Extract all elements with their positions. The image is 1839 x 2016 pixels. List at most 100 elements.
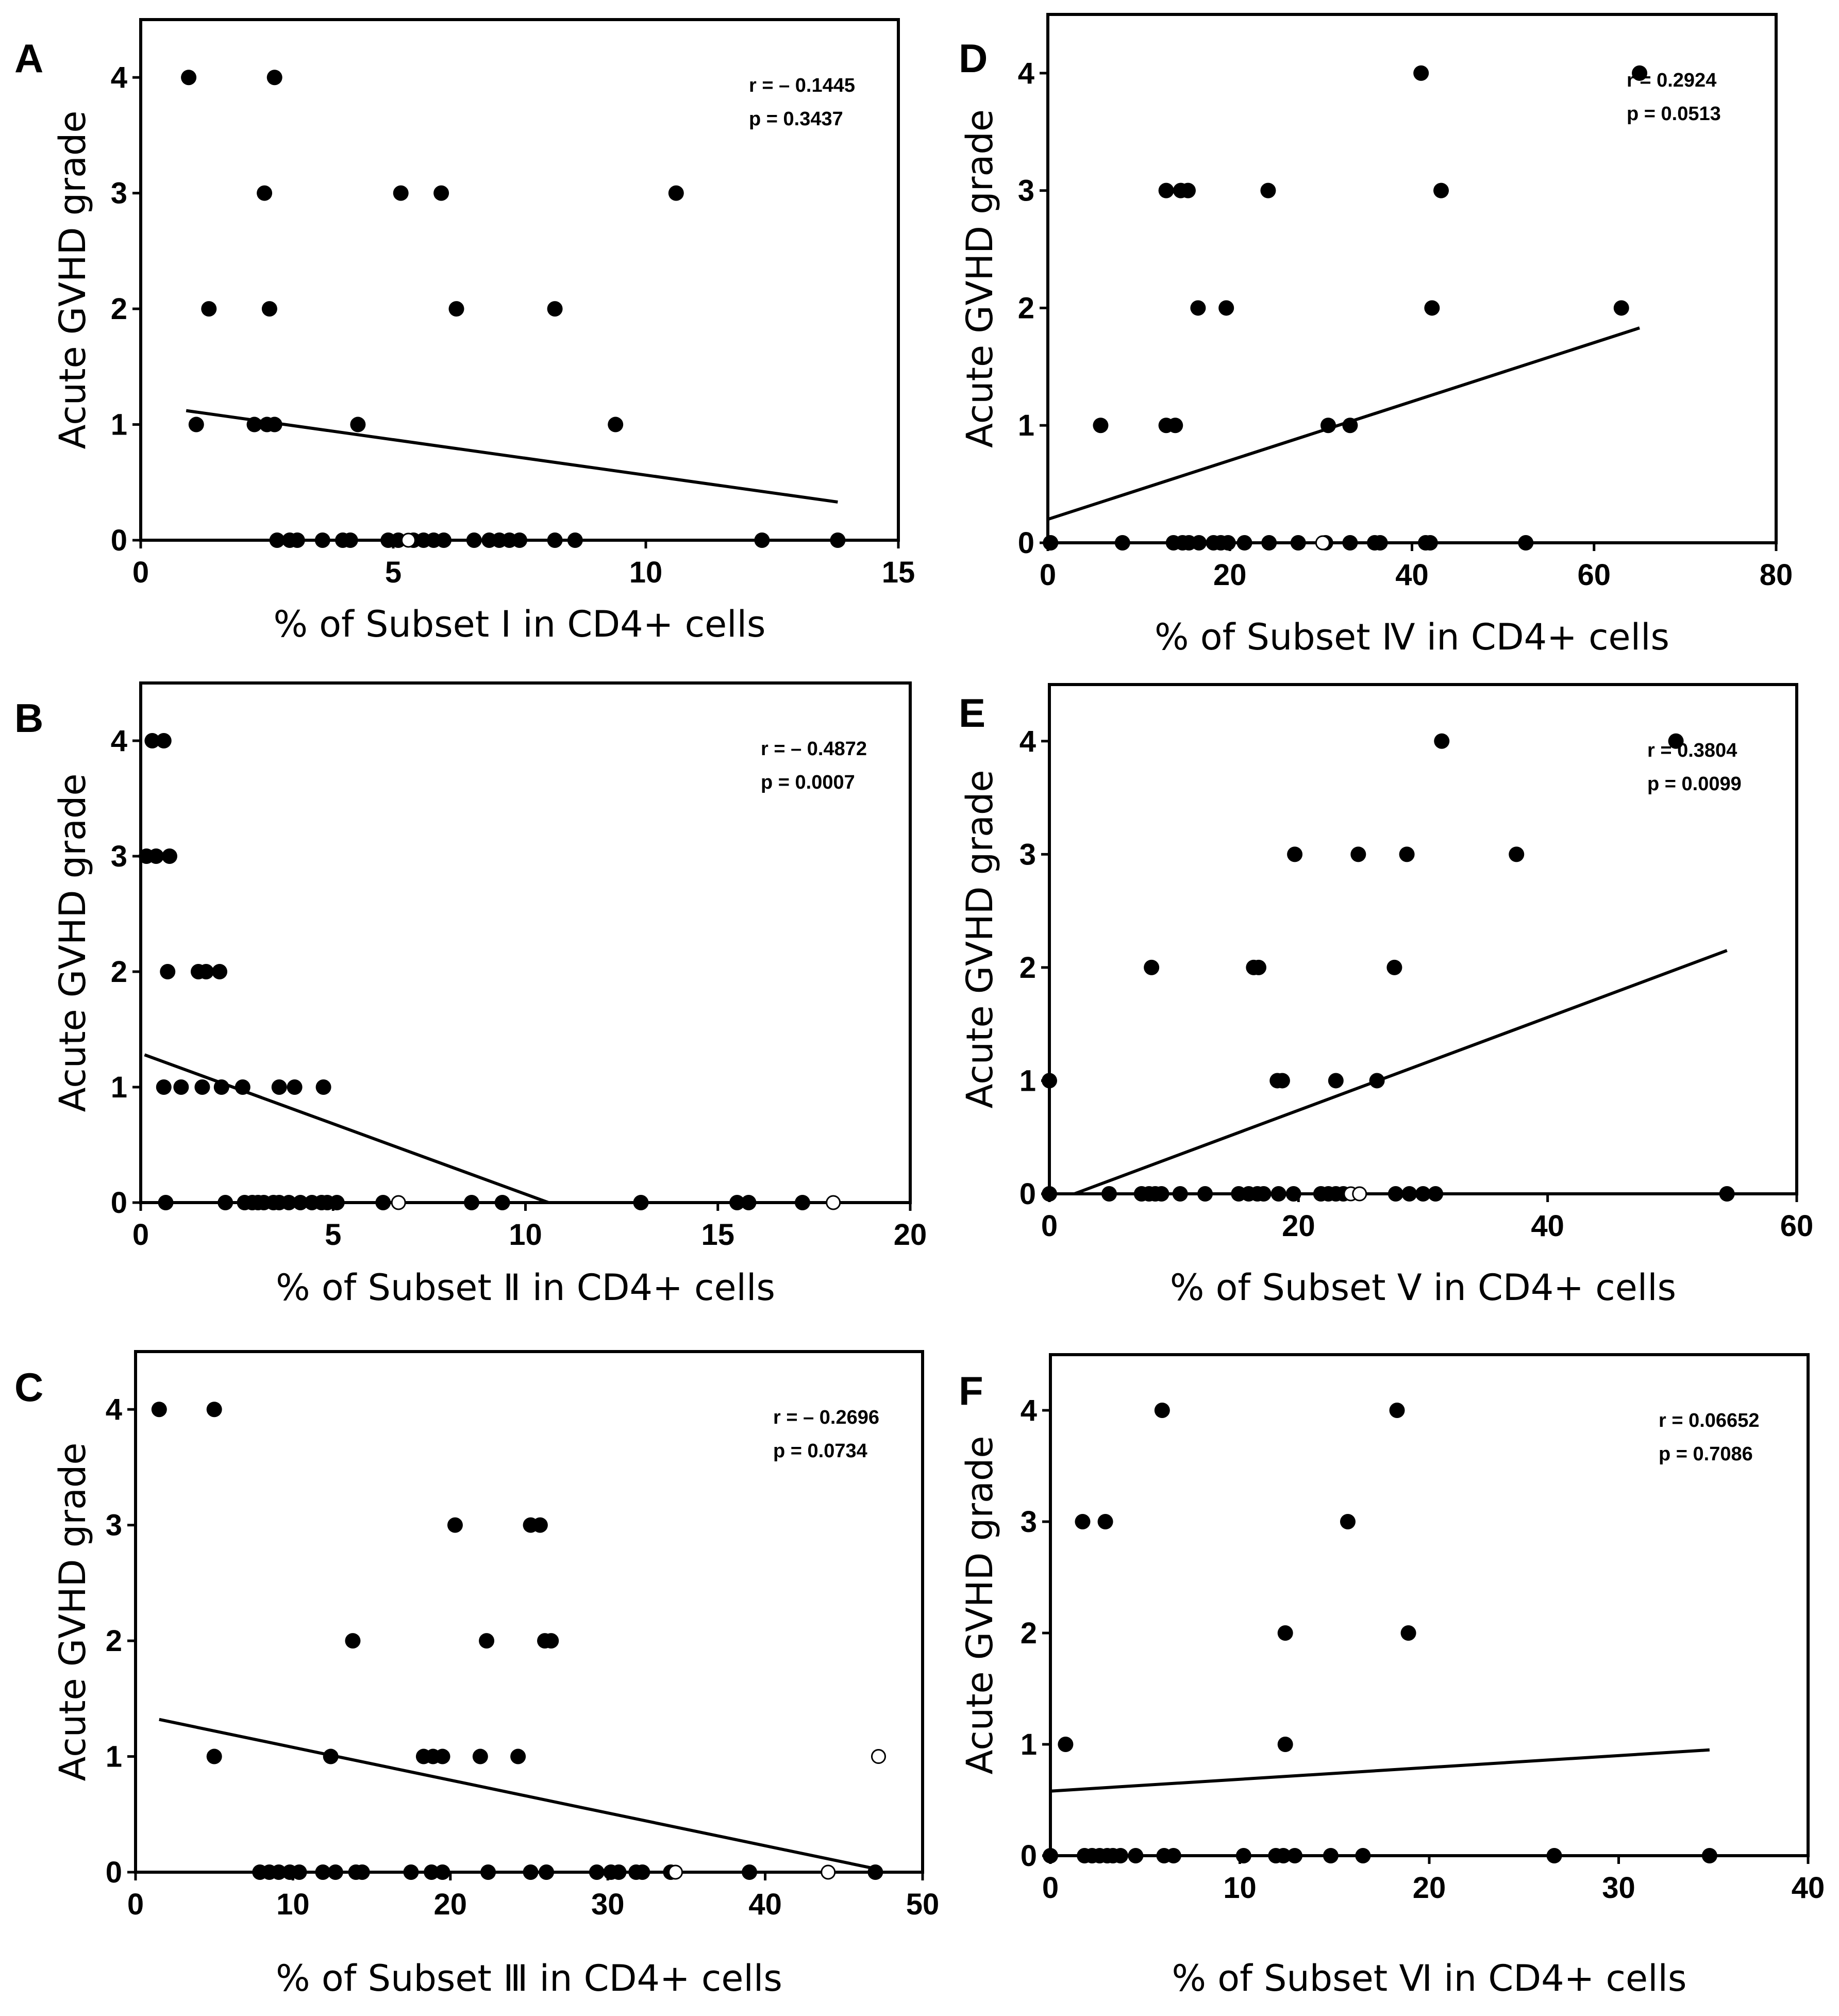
data-point [291, 1864, 307, 1880]
y-tick-label: 4 [1018, 57, 1034, 90]
data-point [1220, 535, 1236, 551]
y-tick-label: 2 [1018, 291, 1034, 325]
data-point [1433, 182, 1449, 198]
data-point [1320, 418, 1336, 434]
stat-r-value: r = – 0.4872 [761, 738, 867, 760]
open-data-point [668, 1864, 683, 1880]
y-tick-label: 0 [106, 1856, 122, 1889]
data-point [1190, 300, 1206, 316]
open-data-point [391, 1195, 406, 1210]
x-tick-label: 0 [1041, 1209, 1058, 1243]
y-tick-label: 4 [111, 724, 127, 758]
data-point [201, 301, 217, 317]
data-point [448, 301, 464, 317]
y-axis-label: Acute GVHD grade [959, 109, 1001, 448]
x-axis-label: % of Subset Ⅰ in CD4+ cells [273, 603, 765, 645]
data-point [1340, 1514, 1356, 1529]
data-point [1372, 535, 1388, 551]
data-point [350, 416, 366, 432]
y-axis-label: Acute GVHD grade [959, 770, 1001, 1109]
data-point [213, 1079, 229, 1095]
data-point [342, 532, 358, 548]
open-data-point [826, 1195, 841, 1210]
y-axis-label: Acute GVHD grade [52, 1443, 94, 1781]
data-point [1251, 959, 1266, 975]
data-point [289, 532, 305, 548]
data-point [668, 185, 684, 201]
data-point [634, 1864, 650, 1880]
data-point [434, 1748, 450, 1764]
data-point [523, 1864, 539, 1880]
data-point [198, 964, 214, 979]
data-point [741, 1195, 757, 1210]
data-point [1546, 1848, 1562, 1863]
data-point [547, 532, 563, 548]
open-data-point [821, 1864, 836, 1880]
data-point [434, 1864, 450, 1880]
chart-panel-a: A 0 1 2 3 4 0 5 10 15 % of Subset Ⅰ in CD4+ cells A… [14, 18, 915, 645]
x-tick-label: 20 [1213, 558, 1247, 592]
stat-p-value: p = 0.0099 [1647, 773, 1742, 795]
data-point [1428, 1186, 1444, 1202]
x-tick-label: 10 [509, 1218, 542, 1252]
y-tick-label: 4 [106, 1393, 122, 1426]
data-point [327, 1864, 343, 1880]
panel-letter: B [14, 695, 43, 741]
data-point [1290, 535, 1306, 551]
x-tick-label: 0 [1040, 558, 1056, 592]
data-point [1236, 535, 1252, 551]
data-point [266, 416, 282, 432]
y-tick-label: 0 [111, 524, 127, 557]
data-point [589, 1864, 605, 1880]
data-point [1165, 1848, 1181, 1863]
data-point [314, 532, 330, 548]
data-point [729, 1195, 745, 1210]
data-point [532, 1517, 548, 1533]
y-tick-label: 3 [111, 177, 127, 210]
stat-r-value: r = – 0.2696 [773, 1407, 879, 1428]
data-point [1270, 1186, 1286, 1202]
data-point [424, 1864, 440, 1880]
data-point [161, 848, 177, 864]
plot-frame [139, 18, 900, 542]
data-point [1613, 300, 1629, 316]
data-point [158, 1195, 174, 1210]
x-tick-label: 20 [894, 1218, 927, 1252]
data-point [480, 1864, 496, 1880]
data-point [1328, 1073, 1344, 1089]
data-point [1287, 1848, 1303, 1863]
y-tick-label: 3 [111, 840, 127, 873]
data-point [287, 1079, 303, 1095]
data-point [611, 1864, 627, 1880]
open-data-point [1315, 535, 1330, 551]
data-point [1042, 1186, 1057, 1202]
data-point [567, 532, 583, 548]
x-tick-label: 40 [748, 1888, 782, 1921]
chart-panel-b: B 0 1 2 3 4 0 5 10 15 20 % of Subset Ⅱ in CD4+ cell… [14, 681, 927, 1309]
data-point [494, 1195, 510, 1210]
data-point [1172, 1186, 1188, 1202]
data-point [472, 1748, 488, 1764]
x-tick-label: 60 [1780, 1209, 1814, 1243]
data-point [1180, 182, 1196, 198]
data-point [794, 1195, 810, 1210]
data-point [510, 1748, 526, 1764]
open-data-point [871, 1749, 886, 1764]
plot-frame [139, 681, 912, 1204]
data-point [1167, 418, 1183, 434]
y-tick-label: 1 [111, 1071, 127, 1104]
stat-r-value: r = 0.3804 [1647, 740, 1737, 761]
data-point [1719, 1186, 1735, 1202]
x-tick-label: 20 [434, 1888, 467, 1921]
x-axis-label: % of Subset Ⅲ in CD4+ cells [276, 1957, 782, 2000]
data-point [188, 416, 204, 432]
data-point [323, 1748, 339, 1764]
stat-p-value: p = 0.7086 [1659, 1443, 1753, 1465]
x-tick-label: 15 [882, 556, 915, 589]
data-point [1386, 959, 1402, 975]
x-tick-label: 30 [591, 1888, 625, 1921]
data-point [281, 1195, 297, 1210]
panel-letter: A [14, 36, 43, 81]
data-point [181, 70, 197, 86]
y-tick-label: 1 [1018, 409, 1034, 442]
